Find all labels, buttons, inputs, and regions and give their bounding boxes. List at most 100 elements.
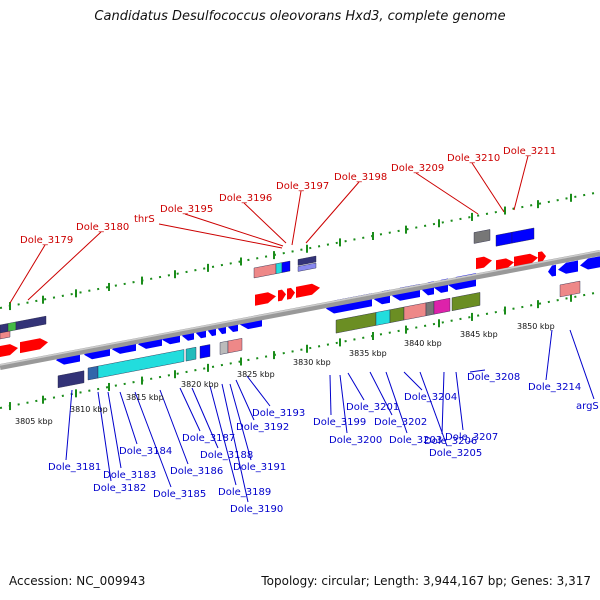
gene-block [253,263,277,279]
forward-gene-label: Dole_3211 [503,146,556,157]
reverse-leader [159,389,189,465]
forward-leader [291,190,302,246]
reverse-gene-label: Dole_3189 [218,487,271,498]
reverse-leader [65,389,73,461]
forward-leader [415,172,479,215]
reverse-gene-label: Dole_3203 [389,435,442,446]
reverse-gene-label: Dole_3187 [182,433,235,444]
forward-leader [9,244,46,304]
gene-block [15,315,47,331]
gene-block [57,370,85,389]
reverse-leader [347,372,365,401]
forward-gene-label: Dole_3210 [447,153,500,164]
forward-gene [20,338,48,354]
gene-block [275,262,283,274]
kbp-label: 3805 kbp [15,417,53,426]
reverse-leader [339,374,348,434]
reverse-gene-label: Dole_3204 [404,392,457,403]
forward-gene-label: Dole_3209 [391,163,444,174]
gene-block [0,330,11,340]
reverse-leader [545,329,553,381]
forward-gene [514,253,538,268]
reverse-gene-label: Dole_3207 [445,432,498,443]
reverse-gene-label: Dole_3188 [200,450,253,461]
gene-block [375,309,391,326]
reverse-leader [134,391,172,488]
reverse-leader [179,387,201,432]
kbp-label: 3815 kbp [126,393,164,402]
gene-block [297,262,317,272]
kbp-label: 3810 kbp [70,405,108,414]
reverse-leader [369,371,393,416]
gene-block [425,300,435,317]
reverse-gene-label: Dole_3184 [119,446,172,457]
reverse-gene-label: Dole_3200 [329,435,382,446]
reverse-leader [119,391,138,445]
gene-block [199,344,211,359]
reverse-gene-label: Dole_3205 [429,448,482,459]
reverse-gene [558,260,578,274]
forward-gene-label: Dole_3179 [20,235,73,246]
forward-gene-label: Dole_3196 [219,193,272,204]
reverse-leader [329,374,332,416]
reverse-leader [235,379,255,421]
gene-block [227,338,243,354]
reverse-leader [97,391,112,482]
label-leaders [9,155,595,503]
reverse-gene-label: Dole_3199 [313,417,366,428]
forward-gene [287,287,295,300]
forward-gene-label: thrS [134,214,155,225]
reverse-gene-label: Dole_3192 [236,422,289,433]
reverse-gene-label: Dole_3183 [103,470,156,481]
gene-block [87,365,99,381]
forward-leader [513,155,529,211]
gene-block [185,346,197,362]
kbp-label: 3845 kbp [460,330,498,339]
reverse-gene-label: argS [576,401,599,412]
reverse-leader [569,329,595,400]
reverse-leader [191,387,219,449]
forward-leader [184,213,284,247]
forward-gene [296,283,320,298]
forward-leader [305,181,360,244]
gene-block [281,260,291,273]
gene-block [511,227,535,244]
kbp-label: 3835 kbp [349,349,387,358]
kbp-label: 3850 kbp [517,322,555,331]
forward-leader [27,231,102,301]
reverse-gene-label: Dole_3201 [346,402,399,413]
kbp-label: 3825 kbp [237,370,275,379]
reverse-gene [548,264,556,277]
forward-gene [496,258,514,272]
gene-block [473,229,491,244]
gene-block [389,306,405,323]
forward-gene-label: Dole_3195 [160,204,213,215]
reverse-gene-label: Dole_3193 [252,408,305,419]
reverse-gene-label: Dole_3185 [153,489,206,500]
reverse-leader [469,369,486,373]
reverse-leader [455,371,464,431]
reverse-leader [403,371,423,391]
gene-block [97,349,185,379]
kbp-label: 3830 kbp [293,358,331,367]
forward-gene [538,251,546,264]
reverse-gene-label: Dole_3202 [374,417,427,428]
gene-block [297,255,317,266]
forward-leader [158,223,283,249]
kbp-labels: 3805 kbp 3810 kbp 3815 kbp 3820 kbp 3825 kbp… [15,322,555,426]
forward-leader [243,202,287,244]
forward-gene-label: Dole_3198 [334,172,387,183]
reverse-leader [246,375,271,407]
reverse-leader [229,383,252,461]
kbp-label: 3840 kbp [404,339,442,348]
reverse-gene-label: Dole_3190 [230,504,283,515]
reverse-gene-label: Dole_3206 [424,436,477,447]
gene-block [451,292,481,312]
reverse-gene-label: Dole_3208 [467,372,520,383]
reverse-gene-label: Dole_3182 [93,483,146,494]
kbp-label: 3820 kbp [181,380,219,389]
reverse-leader [221,383,249,503]
gene-block [403,302,427,321]
